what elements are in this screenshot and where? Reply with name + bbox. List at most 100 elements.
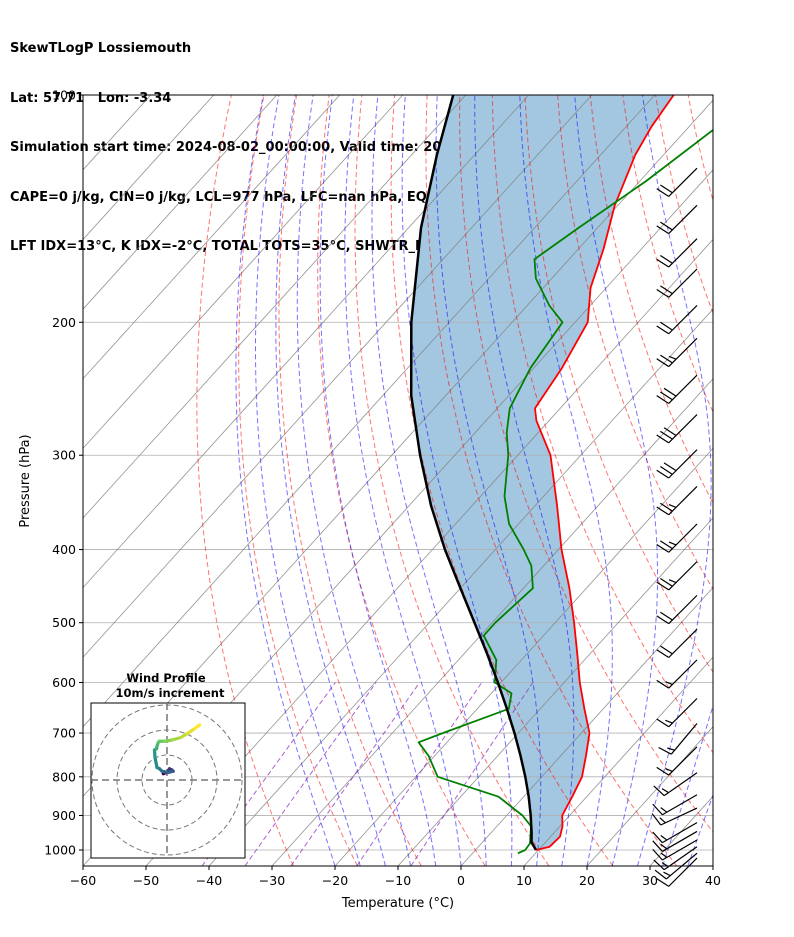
wind-barb-staff — [668, 167, 698, 197]
wind-barb-feather — [663, 462, 677, 472]
y-tick-label: 900 — [52, 808, 76, 823]
wind-barb-feather — [656, 258, 670, 268]
wind-barb — [656, 659, 698, 689]
dry-adiabat — [524, 95, 713, 673]
wind-barb — [656, 523, 698, 553]
wind-barb-staff — [663, 846, 698, 871]
wind-barb-staff — [662, 839, 698, 861]
hodograph-inset: Wind Profile 10m/s increment — [90, 671, 246, 859]
wind-barb-feather — [660, 540, 673, 550]
moist-adiabat — [255, 95, 361, 866]
wind-barb-staff — [662, 830, 698, 852]
wind-barb-feather — [656, 649, 670, 659]
wind-barb-feather — [660, 645, 673, 655]
isotherm-line — [586, 726, 713, 866]
isotherm-line — [649, 795, 713, 866]
wind-barb-staff — [668, 337, 698, 367]
moist-adiabat — [662, 703, 713, 866]
wind-barb-feather — [665, 768, 673, 772]
wind-barb-feather — [660, 184, 673, 194]
isotherm-line — [83, 95, 593, 658]
wind-barb-feather — [665, 719, 673, 724]
isotherm-line — [334, 447, 713, 866]
moist-adiabat — [319, 95, 437, 866]
wind-barb-staff — [668, 414, 698, 444]
wind-barb-feather — [663, 387, 677, 397]
parcel-shading — [411, 95, 674, 850]
wind-barb-feather — [660, 221, 673, 231]
wind-barb-feather — [656, 506, 670, 516]
wind-barb-staff — [668, 523, 698, 553]
dry-adiabat — [721, 95, 794, 866]
moist-adiabat — [687, 793, 713, 866]
moist-adiabat — [636, 95, 712, 866]
wind-barb-staff — [670, 723, 698, 755]
moist-adiabat — [519, 95, 613, 866]
dry-adiabat — [687, 95, 713, 203]
moist-adiabat — [296, 95, 412, 866]
wind-barb — [656, 238, 698, 268]
plot-area — [82, 94, 794, 867]
wind-barb-feather — [651, 813, 662, 826]
wind-barb-feather — [660, 502, 673, 512]
wind-barb-feather — [660, 577, 673, 587]
wind-barb-staff — [668, 204, 698, 235]
moist-adiabat — [435, 95, 542, 866]
wind-barb-staff — [668, 628, 698, 658]
wind-barb-feather — [656, 325, 670, 335]
wind-barb — [656, 594, 698, 625]
hodograph-segment — [192, 723, 202, 731]
wind-barb-feather — [663, 871, 671, 877]
wind-barb — [651, 807, 698, 826]
wind-barb-feather — [660, 321, 673, 331]
wind-barb-feather — [656, 434, 670, 444]
wind-barb-staff — [668, 374, 698, 404]
wind-barb — [656, 204, 698, 235]
y-tick-label: 300 — [52, 448, 76, 463]
wind-barb-feather — [652, 848, 663, 861]
wind-barb-feather — [656, 225, 670, 235]
wind-barb-feather — [661, 788, 669, 794]
parcel-profile — [409, 95, 538, 851]
wind-barb — [656, 268, 698, 298]
wind-barb-feather — [660, 391, 673, 401]
isotherm-line — [460, 586, 713, 866]
wind-barb-staff — [668, 857, 698, 887]
y-tick-label: 400 — [52, 542, 76, 557]
y-axis-ticks: 100 200 300 400 500 600 700 800 900 1000 — [44, 88, 83, 858]
y-tick-label: 600 — [52, 675, 76, 690]
wind-barb — [656, 628, 698, 659]
wind-barb-feather — [654, 869, 667, 880]
wind-barb-feather — [656, 766, 670, 776]
isotherm-line — [83, 95, 215, 241]
dewpoint-profile — [417, 128, 713, 855]
wind-barb-feather — [656, 615, 670, 625]
isotherm-line — [208, 308, 713, 866]
wind-barb-feather — [656, 395, 670, 404]
wind-barb-staff — [663, 772, 698, 797]
wind-barb-feather — [660, 843, 668, 850]
dry-adiabat — [459, 95, 713, 833]
wind-barb-feather — [668, 504, 677, 508]
wind-barb-feather — [668, 355, 677, 360]
wind-barb-feather — [652, 840, 663, 852]
wind-barb-feather — [656, 358, 670, 368]
moist-adiabat — [474, 95, 575, 866]
y-tick-label: 800 — [52, 769, 76, 784]
x-tick-label: −60 — [70, 873, 96, 888]
y-axis-label: Pressure (hPa) — [18, 434, 33, 527]
y-tick-label: 500 — [52, 615, 76, 630]
wind-barb-staff — [668, 449, 698, 479]
wind-barb-feather — [660, 807, 668, 813]
isotherm-line — [83, 95, 404, 449]
moist-adiabat — [344, 95, 462, 866]
wind-barb-feather — [656, 679, 670, 689]
wind-barb — [652, 794, 698, 816]
isotherm-line — [83, 95, 278, 310]
wind-barb — [656, 698, 698, 728]
wind-barb — [656, 305, 698, 335]
wind-barb — [654, 852, 698, 880]
dry-adiabat — [278, 95, 422, 866]
wind-barb-staff — [668, 561, 698, 591]
dry-adiabat — [317, 95, 486, 866]
